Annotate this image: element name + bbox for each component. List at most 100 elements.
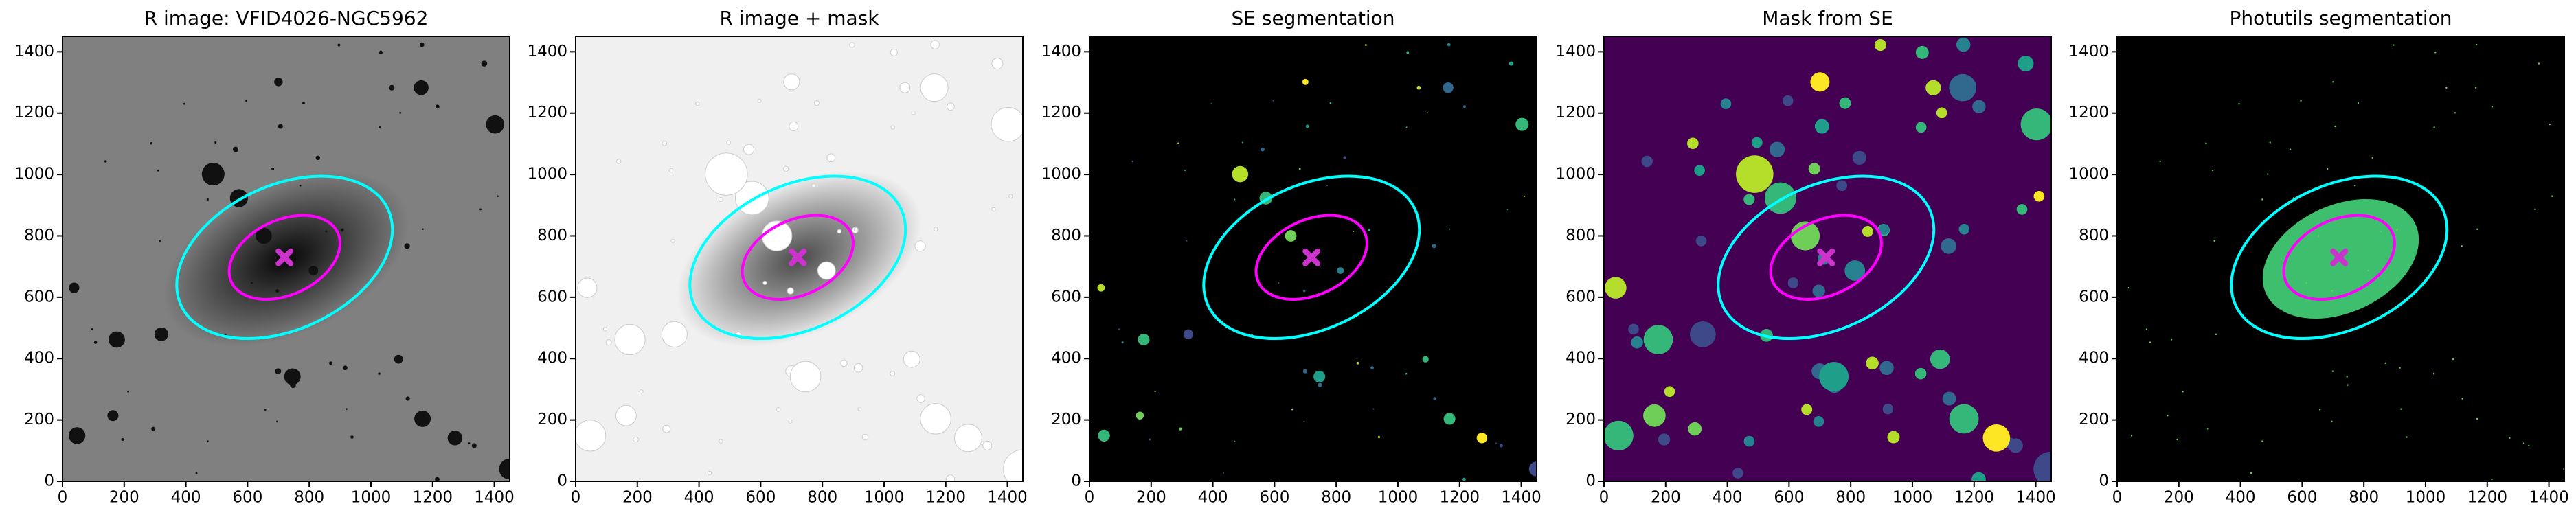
segment: [2454, 112, 2456, 114]
x-tick-label: 1000: [1893, 489, 1933, 507]
segment: [2406, 436, 2408, 438]
mask-hole: [811, 183, 816, 188]
mask-hole: [757, 98, 762, 103]
segment: [1291, 409, 1293, 411]
segment: [2491, 478, 2493, 481]
star: [302, 102, 305, 105]
mask-blob: [1949, 73, 1976, 102]
star: [201, 163, 225, 186]
star: [435, 477, 440, 481]
segment: [2334, 125, 2336, 128]
x-tick-label: 600: [2287, 489, 2317, 507]
mask-blob: [1764, 182, 1796, 214]
x-tick-label: 1400: [474, 489, 515, 507]
segment: [1432, 244, 1436, 249]
mask-blob: [1769, 141, 1785, 157]
star: [350, 435, 354, 439]
mask-hole: [615, 159, 622, 164]
mask-blob: [1605, 277, 1627, 299]
star: [299, 184, 302, 187]
y-tick-label: 800: [24, 227, 54, 244]
mask-hole: [605, 339, 612, 346]
mask-hole: [762, 280, 767, 286]
star: [214, 141, 217, 144]
segment: [1118, 328, 1120, 330]
segment: [1234, 198, 1236, 201]
mask-blob: [1915, 122, 1927, 133]
segment: [2130, 435, 2133, 437]
segment: [1138, 333, 1150, 346]
center-marker: [1302, 248, 1321, 266]
mask-hole: [903, 350, 920, 368]
y-tick-label: 600: [1566, 288, 1596, 306]
mask-hole: [899, 82, 911, 93]
panel: [2117, 36, 2564, 481]
x-tick-label: 1000: [864, 489, 905, 507]
segment: [2396, 228, 2399, 231]
y-tick-label: 800: [537, 227, 567, 244]
segment: [1524, 195, 1526, 197]
mask-blob: [1808, 163, 1820, 175]
mask-blob: [1643, 325, 1673, 354]
y-tick-label: 1200: [2068, 104, 2109, 122]
star: [107, 410, 119, 422]
star: [154, 327, 168, 341]
segment: [1528, 461, 1537, 477]
aperture-ellipse: [1202, 174, 1421, 341]
mask-blob: [1972, 100, 1986, 113]
segment: [1149, 438, 1151, 441]
star: [159, 240, 161, 242]
star: [499, 459, 510, 480]
mask-hole: [920, 73, 949, 102]
mask-blob: [1956, 37, 1971, 52]
y-tick-label: 200: [1566, 411, 1596, 428]
aperture-ellipse: [1769, 214, 1883, 301]
mask-blob: [2033, 190, 2045, 202]
mask-hole: [726, 140, 732, 145]
segment: [2238, 102, 2240, 105]
mask-blob: [1658, 433, 1671, 446]
segment: [1372, 408, 1375, 410]
mask-blob: [1862, 226, 1873, 237]
segment: [1179, 427, 1182, 431]
mask-blob: [1936, 107, 1947, 119]
mask-blob: [1866, 356, 1879, 370]
segment: [1515, 117, 1529, 131]
mask-hole: [783, 73, 800, 91]
segment: [2461, 245, 2463, 247]
axes-frame: [1603, 36, 2052, 482]
star: [471, 443, 477, 448]
segment: [2211, 169, 2214, 172]
segment: [1272, 100, 1274, 102]
mask-hole: [890, 48, 898, 56]
mask-blob: [1689, 321, 1716, 347]
star: [404, 243, 410, 249]
mask-blob: [1814, 119, 1829, 134]
star: [308, 266, 319, 275]
aperture-ellipse: [175, 174, 394, 341]
x-tick-label: 800: [294, 489, 324, 507]
mask-hole: [920, 403, 951, 435]
mask-hole: [707, 470, 712, 476]
segment: [2326, 168, 2329, 170]
star: [271, 167, 275, 170]
mask-blob: [1813, 416, 1824, 427]
y-tick-label: 800: [1051, 227, 1081, 244]
mask-hole: [911, 111, 916, 115]
mask-blob: [1971, 472, 1986, 481]
x-tick-label: 600: [745, 489, 776, 507]
mask-blob: [1812, 284, 1825, 297]
y-tick-label: 200: [537, 411, 567, 428]
mask-hole: [914, 240, 926, 252]
segment: [2207, 428, 2209, 430]
y-tick-label: 800: [2079, 227, 2109, 244]
mask-hole: [576, 420, 607, 452]
y-tick-label: 0: [2099, 472, 2109, 490]
segment: [1343, 156, 1347, 160]
mask-blob: [1949, 404, 1979, 434]
star: [405, 396, 410, 401]
star: [251, 282, 253, 284]
x-tick-label: 200: [109, 489, 139, 507]
mask-hole: [669, 168, 674, 173]
